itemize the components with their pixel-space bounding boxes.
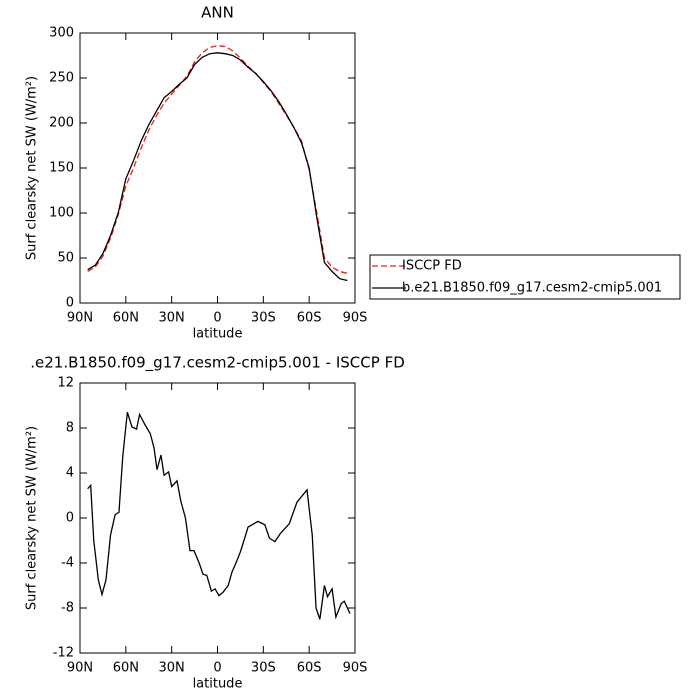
y-tick-label: 0 (66, 296, 74, 311)
x-tick-label: 30S (251, 661, 276, 676)
x-tick-label: 30S (251, 311, 276, 326)
y-tick-label: 150 (49, 161, 74, 176)
y-tick-label: 8 (66, 421, 74, 436)
y-tick-label: 0 (66, 511, 74, 526)
x-tick-label: 30N (159, 661, 185, 676)
y-axis-label: Surf clearsky net SW (W/m²) (25, 426, 40, 610)
x-axis-label: latitude (193, 327, 243, 342)
data-line (87, 52, 348, 282)
x-tick-label: 60N (113, 311, 139, 326)
chart-title: ANN (201, 4, 234, 22)
x-tick-label: 90S (343, 311, 368, 326)
y-tick-label: 200 (49, 116, 74, 131)
y-tick-label: 100 (49, 206, 74, 221)
y-axis-label: Surf clearsky net SW (W/m²) (25, 76, 40, 260)
y-tick-label: 12 (57, 376, 74, 391)
y-tick-label: 300 (49, 26, 74, 41)
y-tick-label: 250 (49, 71, 74, 86)
y-tick-label: 50 (57, 251, 74, 266)
x-tick-label: 30N (159, 311, 185, 326)
x-axis-label: latitude (193, 677, 243, 692)
x-tick-label: 0 (213, 661, 221, 676)
legend-box (369, 254, 681, 300)
x-tick-label: 60S (297, 661, 322, 676)
plot-frame (79, 382, 356, 654)
y-tick-label: -4 (61, 556, 74, 571)
x-tick-label: 90N (67, 661, 93, 676)
plot-frame (79, 32, 356, 304)
data-line (87, 44, 348, 274)
chart-title: .e21.B1850.f09_g17.cesm2-cmip5.001 - ISC… (30, 354, 405, 373)
x-tick-label: 60S (297, 311, 322, 326)
x-tick-label: 60N (113, 661, 139, 676)
y-tick-label: -12 (53, 646, 74, 661)
y-tick-label: 4 (66, 466, 74, 481)
legend-label: ISCCP FD (402, 259, 462, 274)
legend-label: b.e21.B1850.f09_g17.cesm2-cmip5.001 (402, 281, 662, 296)
y-tick-label: -8 (61, 601, 74, 616)
x-tick-label: 0 (213, 311, 221, 326)
data-line (87, 412, 351, 620)
x-tick-label: 90S (343, 661, 368, 676)
x-tick-label: 90N (67, 311, 93, 326)
